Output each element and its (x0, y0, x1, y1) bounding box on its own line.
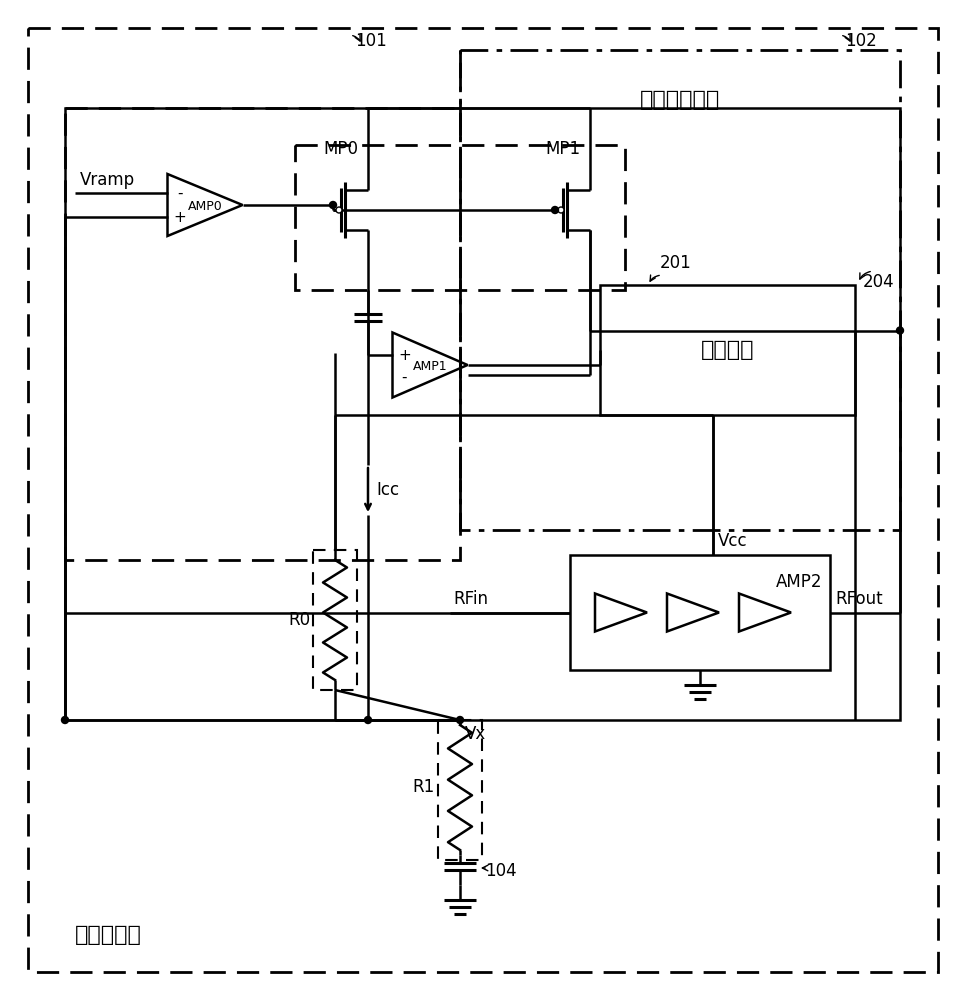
Text: -: - (402, 369, 408, 384)
Circle shape (364, 716, 372, 724)
Bar (65, 108, 460, 560)
Text: -: - (177, 186, 183, 200)
Text: AMP0: AMP0 (187, 200, 222, 214)
Text: +: + (173, 210, 185, 225)
Bar (460, 50, 900, 530)
Text: 104: 104 (485, 862, 517, 880)
Bar (600, 285, 855, 415)
Text: R0: R0 (288, 611, 310, 629)
Bar (295, 145, 625, 290)
Bar (570, 555, 830, 670)
Text: 转换装置: 转换装置 (700, 340, 754, 360)
Bar (65, 108, 900, 720)
Text: MP1: MP1 (546, 140, 581, 158)
Text: +: + (398, 348, 411, 362)
Text: Icc: Icc (376, 481, 399, 499)
Bar (313, 550, 357, 690)
Text: Vramp: Vramp (80, 171, 135, 189)
Text: 电流采样模块: 电流采样模块 (639, 90, 720, 110)
Circle shape (457, 716, 464, 724)
Circle shape (558, 207, 564, 213)
Text: Vx: Vx (465, 725, 486, 743)
Text: AMP1: AMP1 (412, 360, 447, 373)
Circle shape (896, 327, 903, 334)
Text: Vcc: Vcc (718, 532, 748, 550)
Text: 101: 101 (355, 32, 386, 50)
Circle shape (329, 202, 336, 209)
Text: 204: 204 (863, 273, 895, 291)
Text: RFout: RFout (835, 590, 883, 608)
Text: R1: R1 (412, 778, 435, 796)
Circle shape (62, 716, 69, 724)
Bar (438, 720, 482, 860)
Text: MP0: MP0 (324, 140, 358, 158)
Circle shape (336, 207, 342, 213)
Text: 201: 201 (660, 254, 692, 272)
Text: 功率控制器: 功率控制器 (75, 925, 142, 945)
Circle shape (552, 207, 558, 214)
Text: RFin: RFin (453, 590, 488, 608)
Text: AMP2: AMP2 (776, 573, 822, 591)
Text: 102: 102 (845, 32, 877, 50)
